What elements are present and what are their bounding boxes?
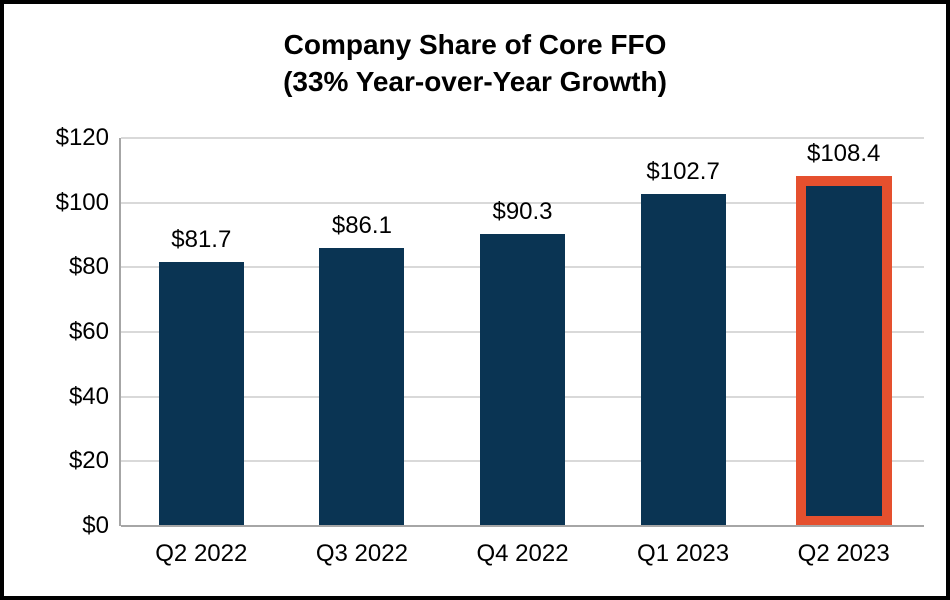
bar-value-label: $90.3 — [492, 198, 553, 226]
chart-title-line1: Company Share of Core FFO — [283, 29, 667, 60]
x-tick-label: Q2 2022 — [155, 540, 248, 567]
y-tick-label: $100 — [55, 188, 109, 216]
bar — [158, 261, 244, 526]
chart-title-line2: (33% Year-over-Year Growth) — [283, 66, 667, 97]
x-tick-label: Q1 2023 — [637, 540, 730, 567]
bar-value-label: $81.7 — [171, 225, 232, 253]
y-tick-label: $0 — [82, 512, 109, 539]
y-tick-label: $20 — [68, 447, 109, 475]
x-tick-label: Q3 2022 — [315, 540, 408, 567]
bar-value-label: $102.7 — [646, 157, 720, 185]
bar — [640, 193, 726, 526]
gridline — [121, 201, 924, 204]
y-tick-label: $80 — [68, 253, 109, 281]
bar-highlighted — [795, 175, 892, 526]
chart-title: Company Share of Core FFO (33% Year-over… — [4, 26, 946, 100]
bar-value-label: $108.4 — [806, 139, 881, 167]
y-tick-label: $120 — [55, 124, 109, 151]
x-tick-label: Q2 2023 — [797, 540, 890, 567]
bar — [480, 234, 565, 526]
gridline — [121, 137, 924, 139]
bar-value-label: $86.1 — [331, 211, 392, 239]
bar — [319, 247, 405, 526]
y-tick-label: $60 — [68, 318, 109, 345]
y-axis-line — [119, 138, 121, 526]
x-axis-line — [121, 525, 924, 527]
plot-area: $0 $20 $40 $60 $80 $100 $120 $81.7 Q2 2022 $86.1 Q… — [56, 124, 924, 567]
y-tick-label: $40 — [68, 382, 109, 410]
x-tick-label: Q4 2022 — [476, 540, 569, 567]
